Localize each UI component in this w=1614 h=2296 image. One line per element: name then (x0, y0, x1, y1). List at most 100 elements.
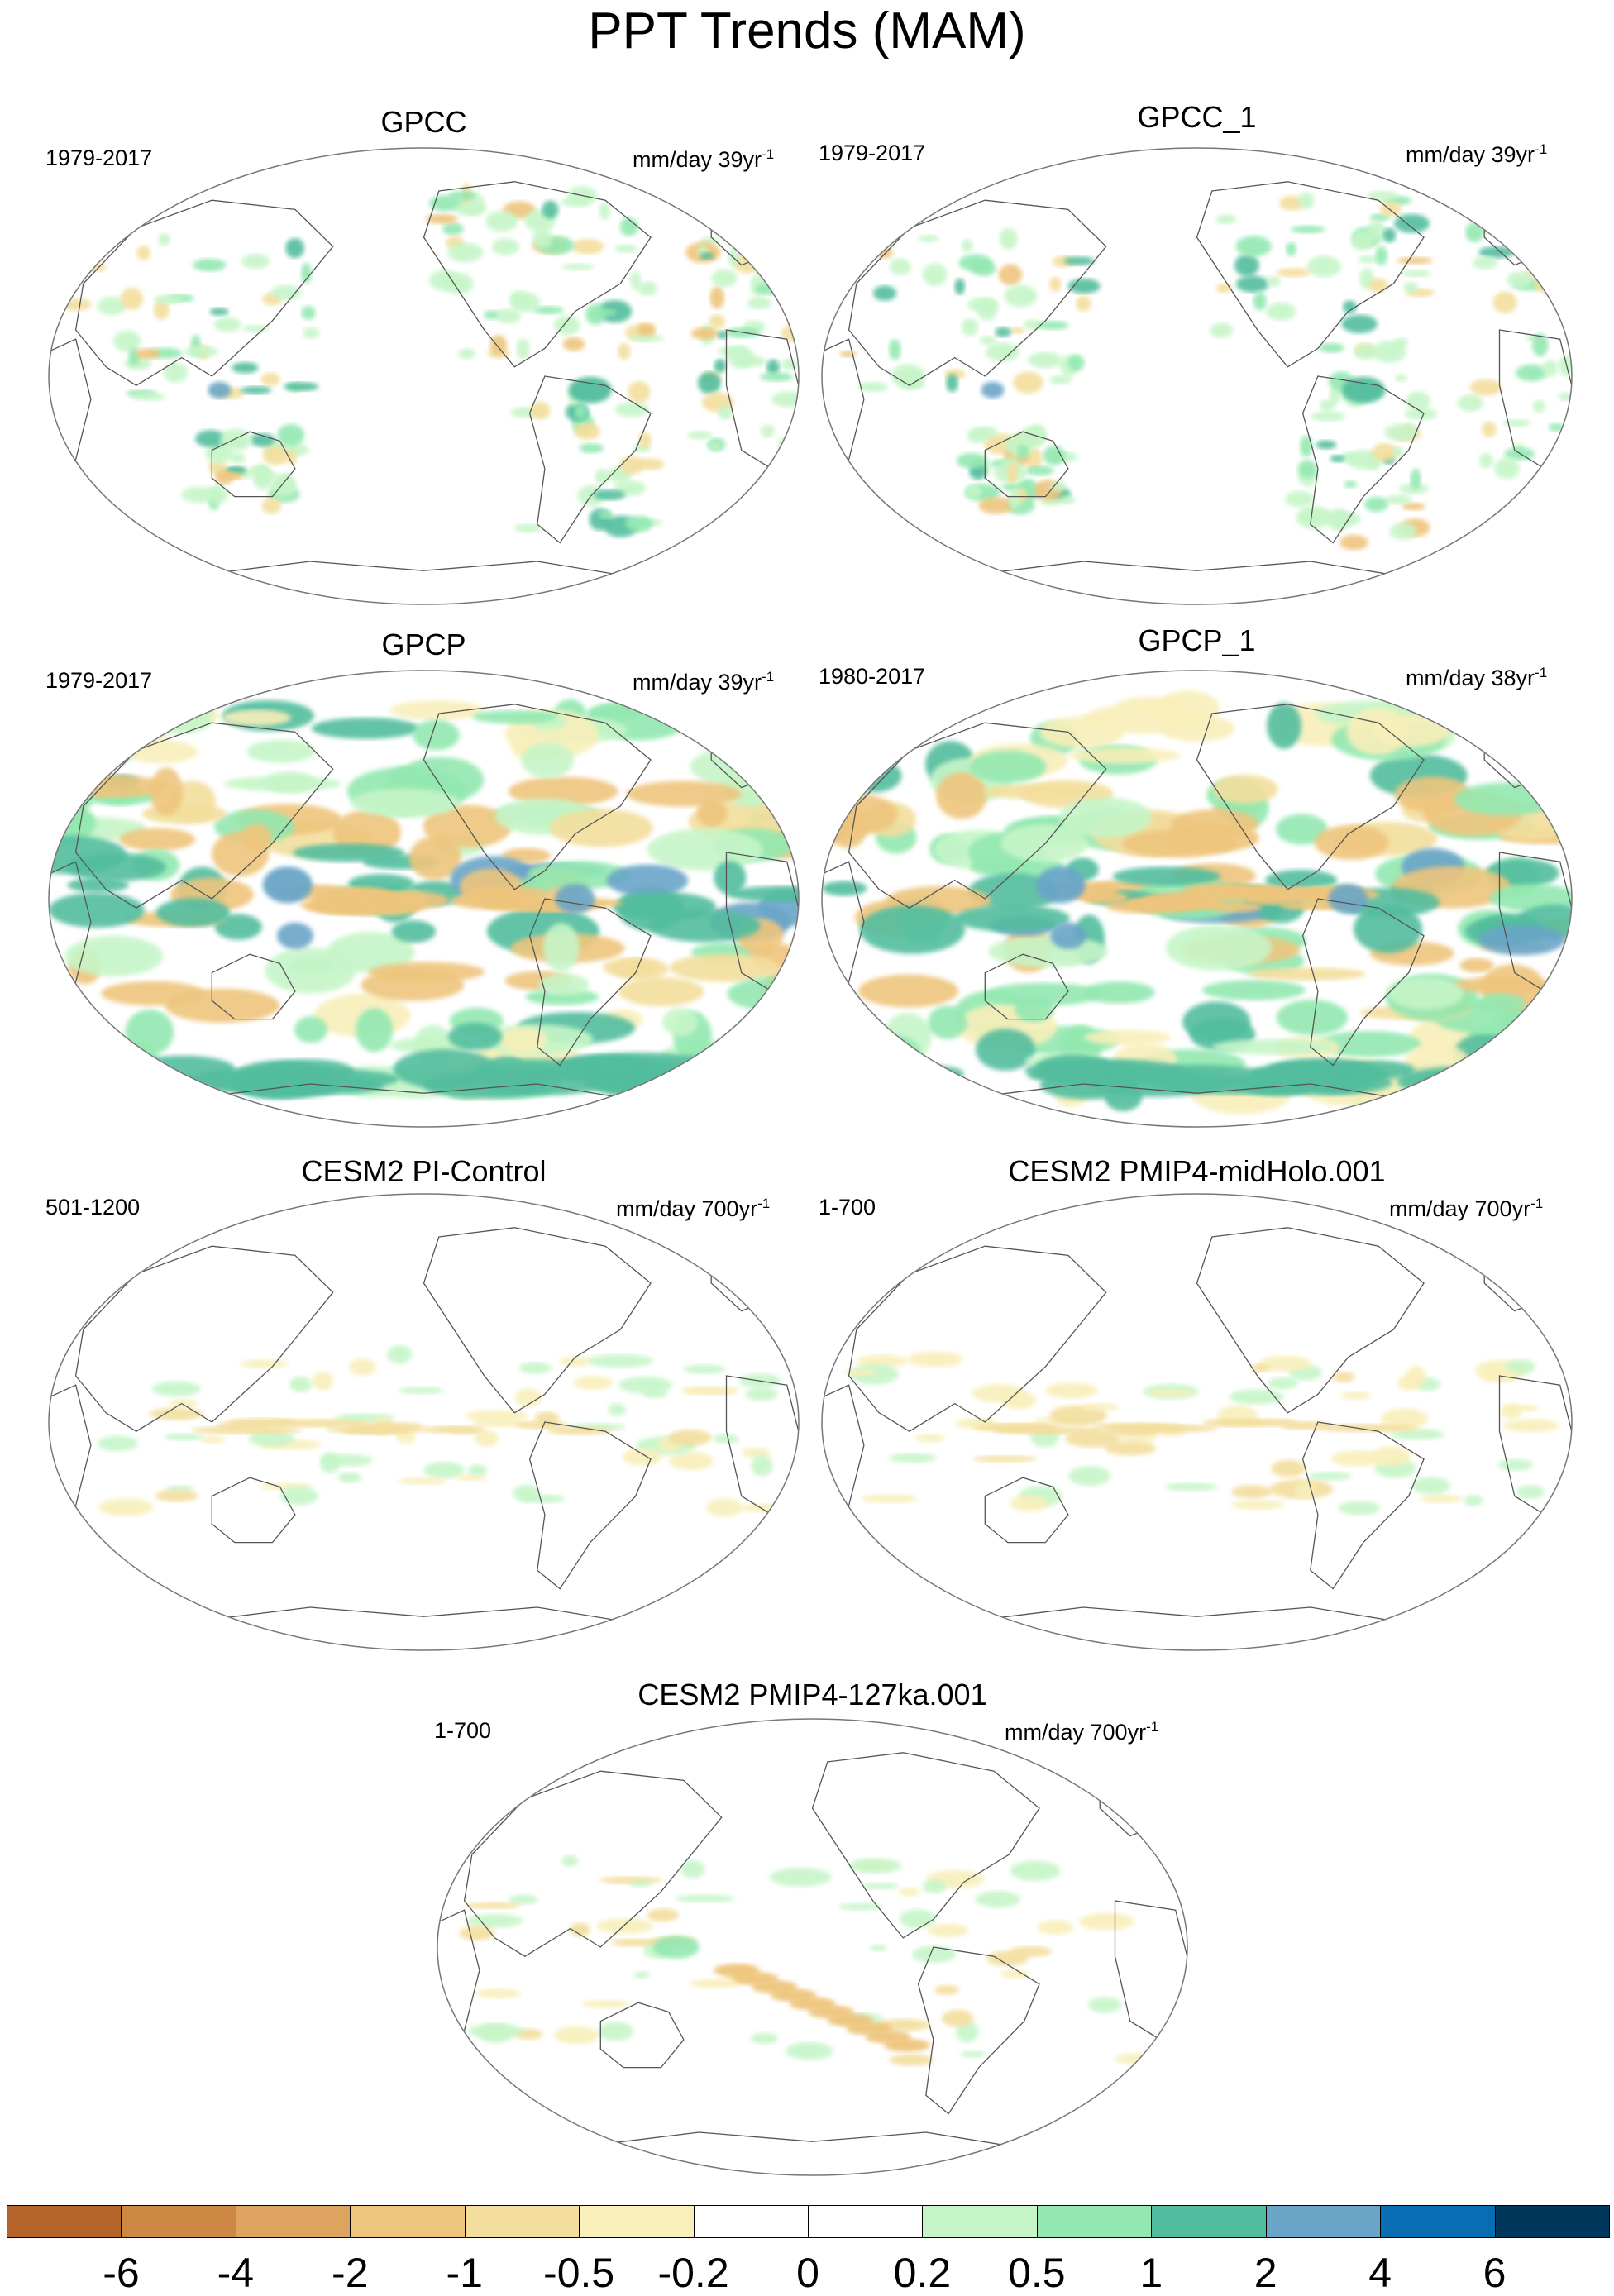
trend-patch (1341, 1060, 1416, 1080)
robinson-map (821, 1193, 1573, 1651)
trend-patch (1036, 1054, 1111, 1083)
trend-patch (618, 1376, 673, 1394)
trend-patch (1059, 495, 1076, 504)
trend-patch (857, 381, 888, 393)
panel-title: CESM2 PMIP4-midHolo.001 (1008, 1154, 1386, 1188)
trend-patch (311, 718, 420, 739)
trend-patch (936, 772, 987, 819)
trend-patch (747, 297, 772, 310)
trend-patch (216, 1421, 272, 1430)
coastline-australia (984, 953, 1069, 1020)
trend-patch (97, 1435, 138, 1452)
trend-patch (979, 336, 997, 345)
trend-patch (1230, 1500, 1285, 1511)
trend-patch (975, 1891, 1021, 1908)
colorbar-box (350, 2205, 466, 2238)
trend-patch (1064, 1430, 1122, 1448)
trend-patch (571, 239, 604, 255)
trend-patch (1253, 292, 1267, 311)
trend-patch (1392, 446, 1404, 458)
trend-patch (751, 2032, 779, 2045)
trend-patch (608, 1403, 627, 1416)
trend-patch (888, 2054, 934, 2066)
trend-patch (248, 1430, 295, 1447)
coastline-samerica (1301, 898, 1425, 1067)
trend-patch (822, 737, 862, 777)
trend-patch (1372, 442, 1398, 462)
trend-patch (151, 1381, 202, 1397)
trend-patch (442, 222, 464, 236)
trend-patch (1311, 411, 1346, 422)
trend-patch (682, 1055, 760, 1082)
coastline-samerica (528, 1421, 652, 1590)
trend-patch (1206, 901, 1263, 913)
trend-patch (555, 884, 595, 914)
panel-period: 1980-2017 (819, 664, 926, 689)
coastline-antarctic (969, 1083, 1425, 1104)
trend-patch (1279, 195, 1305, 211)
trend-patch (1275, 814, 1328, 845)
trend-patch (1353, 905, 1423, 953)
trend-patch (1502, 419, 1531, 427)
trend-patch (1543, 231, 1572, 248)
trend-patch (206, 1073, 327, 1092)
trend-patch (1394, 374, 1407, 382)
trend-patch (1537, 252, 1570, 264)
trend-patch (669, 953, 781, 982)
trend-patch (1330, 511, 1361, 527)
trend-patch (727, 885, 799, 902)
trend-patch (279, 1486, 318, 1506)
colorbar-box (1494, 2205, 1610, 2238)
trend-patch (585, 303, 607, 325)
trend-patch (1354, 344, 1378, 360)
trend-patch (705, 183, 727, 206)
trend-patch (961, 239, 973, 253)
trend-patch (513, 523, 542, 533)
trend-patch (681, 1386, 738, 1395)
trend-patch (1504, 447, 1535, 461)
trend-patch (84, 716, 142, 748)
map-border (48, 670, 800, 1128)
trend-patch (728, 247, 740, 266)
coastline-samerica (917, 1946, 1040, 2115)
trend-patch (1401, 270, 1432, 278)
trend-patch (387, 1344, 413, 1364)
trend-patch (857, 974, 959, 1008)
coastline-africa (49, 1384, 92, 1535)
trend-patch (610, 957, 669, 981)
panel-title: GPCP_1 (1138, 623, 1256, 657)
trend-patch (70, 1078, 114, 1114)
trend-patch (200, 1435, 226, 1444)
map-border (821, 670, 1573, 1128)
trend-patch (1215, 214, 1237, 225)
trend-patch (1346, 450, 1381, 470)
trend-patch (786, 2041, 833, 2060)
trend-patch (697, 371, 721, 394)
trend-patch (562, 337, 585, 351)
map-border (821, 147, 1573, 605)
trend-patch (232, 362, 259, 374)
colorbar-tick-label: -0.5 (543, 2250, 615, 2296)
trend-patch (1548, 983, 1572, 1014)
trend-patch (1531, 241, 1558, 260)
trend-patch (444, 273, 474, 295)
trend-patch (1013, 371, 1043, 394)
panel-period: 1-700 (434, 1718, 492, 1743)
coastline-asia (74, 1245, 334, 1432)
trend-patch (1114, 2053, 1163, 2065)
trend-patch (1308, 1472, 1352, 1481)
trend-patch (475, 1988, 522, 1999)
trend-patch (822, 881, 867, 896)
trend-patch (195, 430, 227, 447)
trend-patch (946, 374, 958, 393)
trend-patch (637, 281, 658, 296)
trend-patch (1478, 452, 1493, 469)
precip-trend-field (49, 671, 799, 1127)
colorbar-box (693, 2205, 809, 2238)
trend-patch (62, 298, 92, 311)
trend-patch (270, 284, 302, 301)
colorbar (7, 2205, 1610, 2240)
trend-patch (191, 1425, 303, 1434)
trend-patch (1341, 314, 1378, 333)
trend-patch (971, 260, 996, 277)
